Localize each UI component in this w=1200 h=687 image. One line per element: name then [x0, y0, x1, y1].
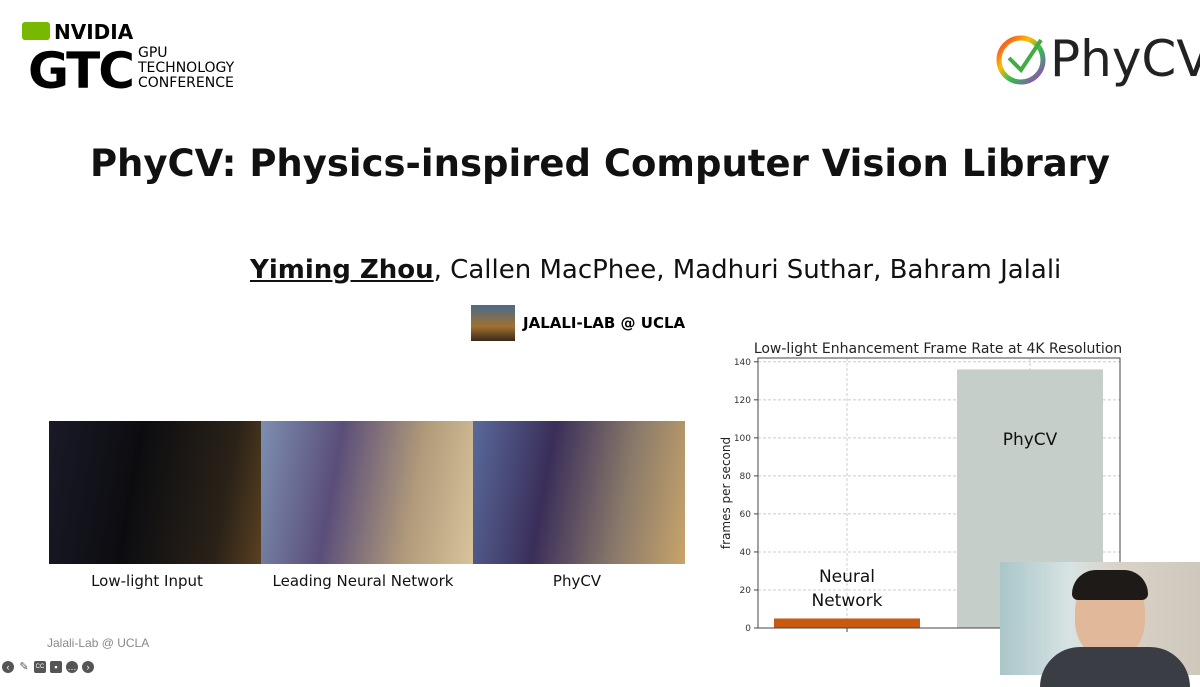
caption-neural-network: Leading Neural Network	[272, 572, 454, 590]
lab-thumbnail	[471, 305, 515, 341]
co-authors: , Callen MacPhee, Madhuri Suthar, Bahram…	[433, 255, 1062, 285]
plot-frame	[757, 357, 1121, 629]
phycv-output-image	[473, 421, 685, 564]
bar-label: PhyCV	[1003, 430, 1058, 450]
phycv-logo: PhyCV	[995, 30, 1200, 88]
clock-check-icon	[996, 35, 1046, 85]
captions-icon[interactable]: CC	[34, 661, 46, 673]
pen-icon[interactable]: ✎	[19, 661, 29, 673]
slide-footer: Jalali-Lab @ UCLA	[47, 636, 150, 650]
presenter-hoodie	[1040, 647, 1190, 687]
y-tick-label: 80	[740, 472, 752, 482]
y-axis-label: frames per second	[719, 437, 733, 549]
y-tick-label: 0	[745, 624, 751, 634]
authors: Yiming Zhou, Callen MacPhee, Madhuri Sut…	[250, 255, 1061, 285]
neural-network-output-image	[261, 421, 473, 564]
gtc-text: GTC	[28, 42, 135, 100]
caption-low-light: Low-light Input	[91, 572, 203, 590]
nvidia-eye-icon	[22, 22, 50, 40]
bar-label: Neural Network	[812, 567, 883, 611]
y-tick-label: 140	[734, 358, 751, 368]
bar-neural-network	[774, 618, 920, 628]
more-icon[interactable]: …	[66, 661, 78, 673]
y-tick-label: 100	[734, 434, 751, 444]
caption-phycv: PhyCV	[552, 572, 602, 590]
nvidia-brand: NVIDIA	[54, 20, 134, 44]
previous-icon[interactable]: ‹	[2, 661, 14, 673]
next-icon[interactable]: ›	[82, 661, 94, 673]
camera-off-icon[interactable]: ▪	[50, 661, 62, 673]
presenter-hair	[1072, 570, 1148, 600]
y-tick-label: 20	[740, 586, 752, 596]
y-tick-label: 60	[740, 510, 752, 520]
y-tick-label: 40	[740, 548, 752, 558]
presenter-webcam	[1000, 562, 1200, 687]
phycv-logo-text: PhyCV	[1050, 30, 1200, 88]
lead-author: Yiming Zhou	[250, 255, 434, 285]
presentation-toolbar: ‹ ✎ CC ▪ … ›	[2, 661, 94, 673]
gtc-subtitle: GPU TECHNOLOGY CONFERENCE	[138, 45, 235, 91]
low-light-input-image	[49, 421, 261, 564]
lab-name: JALALI-LAB @ UCLA	[523, 314, 686, 332]
chart-title: Low-light Enhancement Frame Rate at 4K R…	[754, 341, 1122, 357]
y-tick-label: 120	[734, 396, 751, 406]
slide-title: PhyCV: Physics-inspired Computer Vision …	[89, 142, 1111, 185]
